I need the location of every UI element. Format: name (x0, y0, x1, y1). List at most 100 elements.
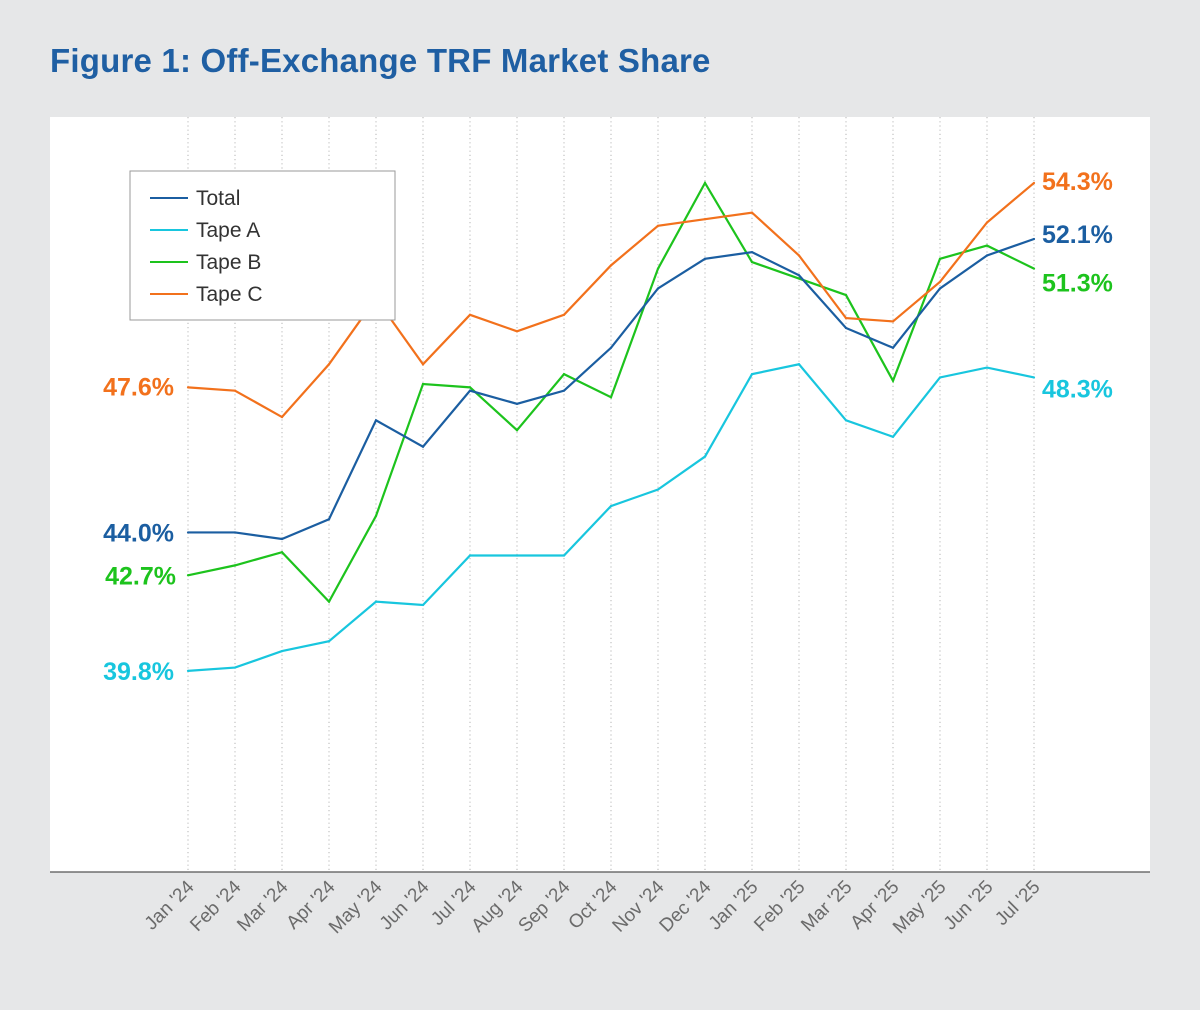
x-tick-may-25: May '25 (889, 877, 950, 938)
point-tape-b-feb-24 (233, 564, 237, 567)
x-tick-feb-24: Feb '24 (186, 876, 246, 936)
legend: Total Tape A Tape B Tape C (129, 170, 396, 321)
point-tape-b-sep-24 (562, 373, 566, 376)
point-tape-a-sep-24 (562, 554, 566, 557)
point-tape-a-mar-24 (280, 650, 284, 653)
point-tape-c-jul-24 (468, 313, 472, 316)
point-tape-b-feb-25 (797, 277, 801, 280)
point-tape-b-jan-24 (186, 574, 190, 577)
point-tape-b-jul-24 (468, 386, 472, 389)
x-tick-jun-25: Jun '25 (940, 877, 998, 935)
point-tape-a-jun-24 (421, 603, 425, 607)
point-tape-a-jul-24 (468, 554, 472, 557)
point-tape-a-apr-25 (891, 435, 895, 438)
legend-label-tape-a: Tape A (196, 219, 260, 242)
point-tape-c-feb-24 (233, 389, 237, 392)
point-tape-c-nov-24 (656, 224, 660, 227)
start-label-tape-a: 39.8% (103, 658, 174, 686)
point-total-jul-25 (1032, 237, 1036, 241)
x-tick-jul-25: Jul '25 (991, 877, 1044, 930)
point-tape-c-dec-24 (703, 218, 707, 221)
point-total-jun-24 (421, 445, 425, 448)
start-label-tape-b: 42.7% (105, 562, 176, 590)
point-tape-b-jul-25 (1032, 267, 1036, 270)
point-tape-b-may-24 (374, 514, 378, 518)
end-label-tape-c: 54.3% (1042, 168, 1113, 196)
point-total-jan-24 (186, 531, 190, 534)
point-tape-b-jan-25 (750, 260, 754, 264)
point-tape-b-dec-24 (703, 181, 707, 185)
legend-box (129, 170, 396, 321)
point-tape-a-jan-25 (750, 373, 754, 376)
end-labels: 44.0% 52.1% 39.8% 48.3% 42.7% 51.3% 47.6% 54.3% (103, 168, 1113, 686)
point-total-feb-25 (797, 274, 801, 277)
point-total-jul-24 (468, 389, 472, 392)
end-label-total: 52.1% (1042, 221, 1113, 249)
x-tick-feb-25: Feb '25 (750, 877, 809, 936)
start-label-tape-c: 47.6% (103, 373, 174, 401)
point-tape-a-feb-25 (797, 363, 801, 366)
point-tape-b-jun-24 (421, 382, 425, 386)
point-tape-b-mar-25 (844, 293, 848, 297)
point-tape-b-jun-25 (985, 244, 989, 247)
point-tape-c-mar-25 (844, 317, 848, 320)
point-tape-c-apr-24 (327, 363, 331, 366)
point-tape-c-jan-25 (750, 211, 754, 214)
point-total-may-25 (938, 287, 942, 290)
point-tape-a-may-24 (374, 600, 378, 603)
point-tape-a-nov-24 (656, 488, 660, 491)
point-tape-c-sep-24 (562, 313, 566, 316)
point-tape-a-mar-25 (844, 419, 848, 422)
point-total-apr-25 (891, 346, 895, 349)
legend-label-tape-b: Tape B (196, 251, 261, 274)
point-tape-a-jun-25 (985, 366, 989, 369)
point-total-mar-24 (280, 537, 284, 541)
series-lines (186, 180, 1036, 672)
point-total-may-24 (374, 419, 378, 422)
point-tape-a-dec-24 (703, 455, 707, 458)
end-label-tape-b: 51.3% (1042, 270, 1113, 298)
legend-label-tape-c: Tape C (196, 283, 263, 306)
x-tick-may-24: May '24 (325, 876, 387, 938)
point-total-nov-24 (656, 287, 660, 290)
end-label-tape-a: 48.3% (1042, 375, 1113, 403)
point-tape-b-apr-24 (327, 600, 331, 603)
point-tape-c-oct-24 (609, 264, 613, 267)
point-total-apr-24 (327, 518, 331, 521)
point-tape-c-apr-25 (891, 320, 895, 323)
point-tape-a-feb-24 (233, 666, 237, 669)
point-tape-c-feb-25 (797, 254, 801, 257)
point-total-feb-24 (233, 531, 237, 534)
point-tape-b-apr-25 (891, 379, 895, 382)
point-tape-b-aug-24 (515, 429, 519, 432)
point-tape-a-aug-24 (515, 554, 519, 557)
point-tape-b-nov-24 (656, 267, 660, 270)
x-tick-nov-24: Nov '24 (609, 876, 669, 936)
point-tape-a-jan-24 (186, 669, 190, 672)
point-tape-c-mar-24 (280, 415, 284, 419)
point-tape-a-may-25 (938, 376, 942, 379)
point-tape-c-may-25 (938, 280, 942, 283)
start-label-total: 44.0% (103, 519, 174, 547)
point-tape-b-mar-24 (280, 551, 284, 554)
x-tick-aug-24: Aug '24 (468, 876, 528, 936)
x-tick-sep-24: Sep '24 (515, 876, 575, 936)
point-tape-c-jun-24 (421, 363, 425, 366)
point-tape-a-jul-25 (1032, 376, 1036, 379)
x-tick-mar-25: Mar '25 (797, 877, 856, 936)
point-total-jun-25 (985, 254, 989, 257)
point-tape-c-jul-25 (1032, 181, 1036, 185)
point-tape-c-aug-24 (515, 330, 519, 333)
x-tick-jun-24: Jun '24 (376, 876, 434, 934)
point-tape-a-apr-24 (327, 640, 331, 643)
point-total-oct-24 (609, 346, 613, 349)
point-tape-c-jan-24 (186, 386, 190, 389)
x-tick-dec-24: Dec '24 (656, 876, 716, 936)
chart-title: Figure 1: Off-Exchange TRF Market Share (50, 42, 711, 79)
legend-label-total: Total (196, 187, 240, 210)
point-tape-b-oct-24 (609, 396, 613, 399)
point-tape-a-oct-24 (609, 504, 613, 508)
point-total-jan-25 (750, 251, 754, 254)
